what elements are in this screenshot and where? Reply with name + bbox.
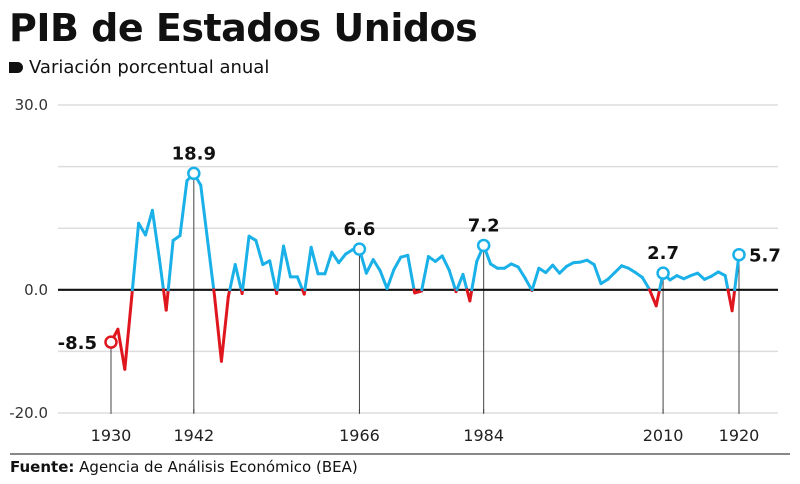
source-note: Fuente: Agencia de Análisis Económico (B… — [10, 458, 358, 476]
series-segment-positive — [233, 263, 243, 292]
series-segment-negative — [730, 288, 737, 313]
series-segment-positive — [447, 268, 457, 292]
series-segment-positive — [199, 183, 210, 243]
chart-title: PIB de Estados Unidos — [9, 6, 478, 50]
series-segment-negative — [654, 288, 662, 308]
footer-divider — [10, 453, 790, 455]
series-segment-positive — [606, 271, 617, 281]
series-layer — [109, 171, 741, 371]
x-tick-label: 1966 — [339, 426, 380, 445]
subtitle-marker-icon — [9, 62, 23, 73]
highlight-point-1966 — [352, 242, 367, 256]
labels-layer: 30.0 0.0 -20.0 1930 1942 1966 1984 2010 1920 -8.5… — [9, 96, 781, 445]
series-segment-positive — [150, 208, 161, 260]
series-segment-positive — [516, 265, 527, 280]
series-segment-positive — [613, 264, 624, 275]
series-segment-positive — [295, 275, 305, 292]
highlight-point-2021 — [732, 247, 746, 262]
series-segment-positive — [371, 258, 382, 273]
series-segment-positive — [323, 250, 334, 276]
data-label: 18.9 — [172, 143, 216, 164]
series-segment-positive — [309, 245, 320, 276]
series-segment-positive — [723, 274, 730, 292]
series-segment-positive — [178, 179, 189, 238]
series-segment-negative — [648, 288, 658, 308]
y-tick-label: 30.0 — [15, 96, 48, 114]
series-segment-positive — [523, 276, 534, 292]
series-segment-positive — [378, 269, 389, 291]
x-tick-label: 1930 — [91, 426, 132, 445]
series-segment-negative — [219, 295, 230, 363]
series-segment-positive — [275, 244, 286, 292]
series-segment-positive — [420, 255, 430, 292]
data-label: 6.6 — [343, 219, 375, 240]
annotation-markers-layer — [104, 166, 746, 349]
chart-subtitle-text: Variación porcentual anual — [29, 57, 270, 78]
series-segment-positive — [385, 267, 396, 291]
series-segment-positive — [228, 263, 237, 292]
annotation-lines-layer — [110, 173, 740, 413]
data-label: 5.7 — [749, 246, 781, 267]
x-tick-label: 1942 — [173, 426, 214, 445]
series-segment-positive — [592, 263, 603, 286]
series-segment-positive — [461, 272, 469, 292]
series-segment-negative — [164, 288, 170, 312]
series-segment-positive — [392, 255, 403, 271]
highlight-point-1930 — [104, 335, 118, 349]
series-segment-positive — [330, 250, 341, 265]
highlight-point-2010 — [656, 266, 670, 280]
source-text: Agencia de Análisis Económico (BEA) — [79, 458, 358, 476]
series-segment-positive — [303, 245, 313, 292]
chart-subtitle: Variación porcentual anual — [9, 57, 269, 78]
series-segment-negative — [213, 294, 223, 363]
series-segment-positive — [206, 239, 216, 292]
series-segment-positive — [406, 253, 416, 292]
series-segment-positive — [455, 272, 465, 292]
series-segment-positive — [268, 259, 278, 292]
series-segment-positive — [282, 244, 292, 279]
series-segment-positive — [440, 254, 451, 272]
series-segment-positive — [551, 263, 562, 275]
series-segment-positive — [157, 256, 165, 292]
data-label: 7.2 — [468, 215, 500, 236]
x-tick-label: 1920 — [719, 426, 760, 445]
series-segment-positive — [640, 275, 651, 291]
series-segment-positive — [364, 258, 375, 275]
source-label: Fuente: — [10, 458, 75, 476]
series-segment-positive — [137, 221, 148, 237]
series-segment-positive — [544, 263, 555, 275]
highlight-point-1942 — [187, 166, 201, 181]
series-segment-positive — [241, 234, 251, 292]
series-segment-positive — [470, 259, 479, 292]
series-segment-negative — [116, 327, 127, 371]
x-tick-label: 2010 — [643, 426, 684, 445]
series-segment-positive — [130, 221, 141, 292]
series-segment-positive — [696, 271, 706, 281]
series-segment-positive — [144, 208, 154, 237]
data-label: -8.5 — [58, 333, 97, 354]
highlight-point-1984 — [476, 238, 491, 253]
series-segment-positive — [337, 252, 348, 265]
series-segment-negative — [123, 295, 134, 371]
series-segment-negative — [468, 288, 474, 303]
series-segment-positive — [558, 264, 568, 275]
series-segment-positive — [530, 266, 541, 292]
series-segment-positive — [254, 239, 265, 267]
series-segment-positive — [166, 239, 175, 292]
y-tick-label: -20.0 — [9, 404, 48, 422]
data-label: 2.7 — [647, 243, 679, 264]
x-tick-label: 1984 — [463, 426, 504, 445]
y-tick-label: 0.0 — [24, 281, 48, 299]
